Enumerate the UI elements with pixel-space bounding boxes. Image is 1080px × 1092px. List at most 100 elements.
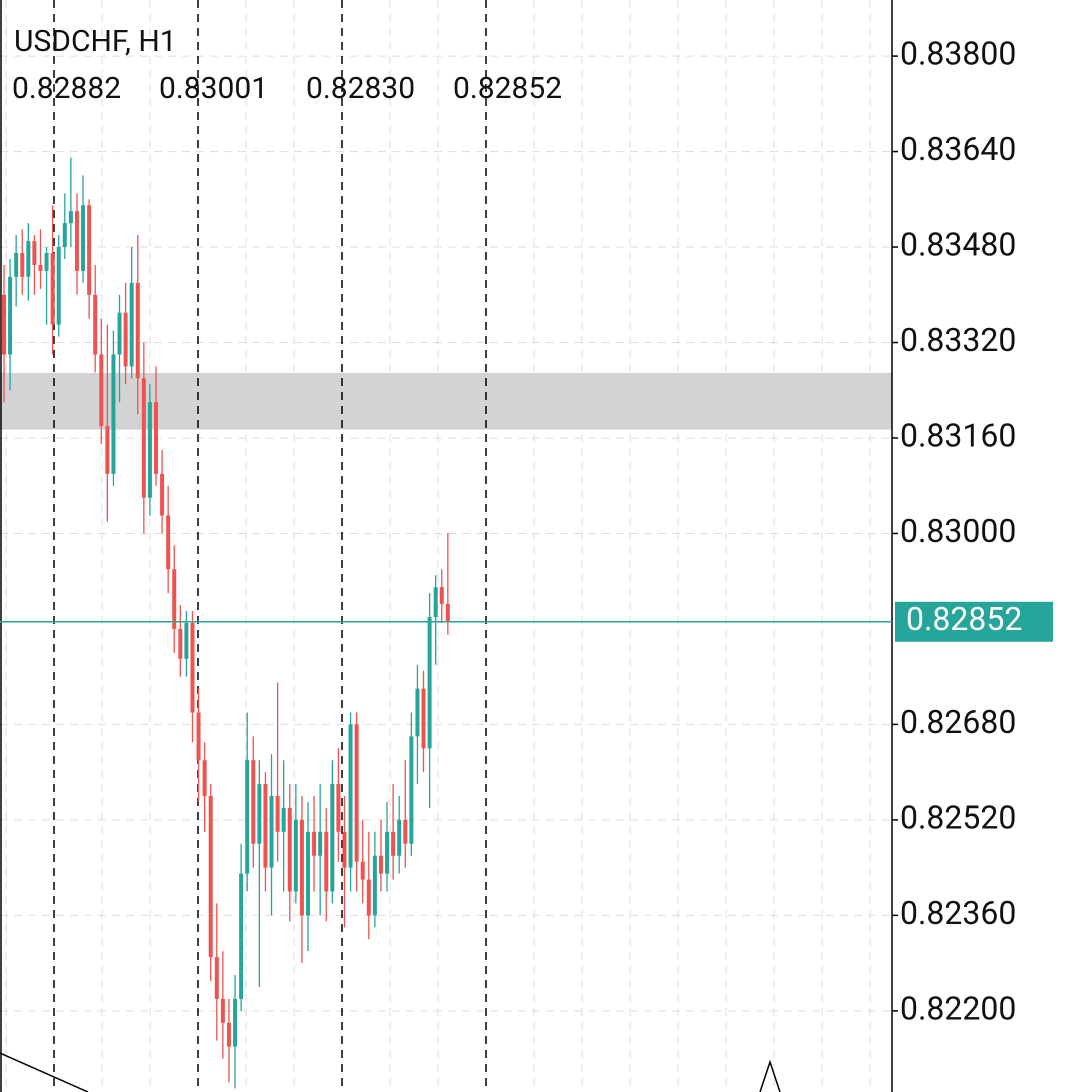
trend-line: [0, 1052, 89, 1092]
candle-body: [287, 807, 292, 892]
candle-body: [81, 205, 86, 271]
ohlc-close: 0.82852: [453, 71, 562, 106]
candle-body: [360, 861, 365, 880]
candle-body: [299, 819, 304, 916]
candle-body: [391, 831, 396, 856]
candle-body: [32, 241, 37, 265]
candle-body: [141, 378, 146, 498]
candle-body: [257, 784, 262, 844]
candle-body: [263, 784, 268, 868]
candle-body: [178, 628, 183, 659]
zone: [0, 372, 892, 430]
y-tick-label: 0.83800: [900, 35, 1016, 73]
candle-body: [239, 873, 244, 999]
candle-body: [99, 354, 104, 427]
candle-body: [208, 796, 213, 958]
candle-body: [50, 253, 55, 325]
candle-body: [245, 760, 250, 874]
candle-body: [220, 998, 225, 1023]
y-tick-label: 0.82360: [900, 894, 1016, 932]
candle-body: [26, 241, 31, 277]
candle-body: [445, 603, 450, 622]
price-axis: 0.83800 0.83640 0.83480 0.83320 0.83160 0.830…: [892, 35, 1016, 1027]
candle-body: [196, 712, 201, 761]
candle-body: [366, 879, 371, 916]
candle-body: [160, 473, 165, 516]
candle-body: [372, 855, 377, 916]
candle-body: [20, 253, 25, 277]
candle-body: [117, 312, 122, 355]
ohlc-high: 0.83001: [159, 71, 268, 106]
y-tick-label: 0.83160: [900, 416, 1016, 454]
candle-body: [184, 622, 189, 659]
candle-body: [336, 784, 341, 832]
candle-body: [14, 253, 19, 277]
candle-body: [385, 831, 390, 874]
candle-body: [330, 784, 335, 892]
ohlc-low: 0.82830: [306, 71, 415, 106]
candle-body: [427, 617, 432, 749]
candle-body: [105, 426, 110, 474]
period-separators: [53, 0, 487, 1092]
candle-body: [421, 688, 426, 749]
y-tick-label: 0.82200: [900, 989, 1016, 1027]
fractal-marker: [759, 1059, 781, 1092]
candle-body: [172, 569, 177, 629]
candle-body: [44, 253, 49, 271]
candle-body: [2, 294, 6, 355]
candle-body: [415, 688, 420, 737]
candle-body: [439, 587, 444, 604]
ohlc-header: 0.82882 0.83001 0.82830 0.82852: [12, 71, 562, 106]
candle-body: [147, 402, 152, 498]
candle-body: [409, 736, 414, 844]
ohlc-open: 0.82882: [12, 71, 121, 106]
zones: [0, 372, 892, 430]
candle-body: [56, 247, 61, 325]
y-tick-label: 0.82520: [900, 798, 1016, 836]
candle-body: [202, 760, 207, 797]
candle-body: [38, 264, 43, 271]
candle-body: [190, 622, 195, 713]
candle-body: [348, 724, 353, 868]
candle-body: [275, 796, 280, 832]
y-tick-label: 0.83640: [900, 130, 1016, 168]
candle-body: [306, 831, 310, 916]
candle-body: [251, 760, 256, 844]
candle-body: [93, 294, 98, 355]
chart-title: USDCHF, H1: [14, 24, 177, 59]
candle-body: [129, 282, 134, 367]
candle-body: [354, 724, 359, 862]
candle-body: [342, 831, 347, 868]
y-tick-label: 0.83320: [900, 321, 1016, 359]
candle-body: [135, 282, 140, 379]
candle-body: [226, 1022, 231, 1047]
candle-body: [397, 819, 402, 856]
candle-body: [68, 211, 73, 224]
candle-body: [403, 819, 408, 844]
candle-body: [318, 831, 323, 856]
candle-body: [269, 796, 274, 868]
candle-body: [324, 831, 329, 892]
candle-body: [214, 957, 219, 999]
candle-body: [433, 587, 438, 618]
candles: [2, 157, 450, 1089]
y-tick-label: 0.83000: [900, 512, 1016, 550]
candle-body: [62, 223, 67, 248]
candle-body: [154, 402, 158, 474]
candle-body: [87, 205, 92, 295]
y-tick-label: 0.83480: [900, 225, 1016, 263]
candle-body: [378, 855, 383, 874]
candle-body: [166, 515, 171, 570]
candle-body: [293, 819, 298, 892]
candle-body: [8, 276, 13, 355]
candle-body: [233, 998, 238, 1047]
candle-body: [123, 312, 128, 367]
price-label: 0.82852: [906, 600, 1022, 638]
candle-body: [312, 831, 317, 856]
candle-body: [74, 211, 79, 271]
candle-body: [111, 354, 116, 474]
y-tick-label: 0.82680: [900, 703, 1016, 741]
candle-body: [281, 807, 286, 832]
